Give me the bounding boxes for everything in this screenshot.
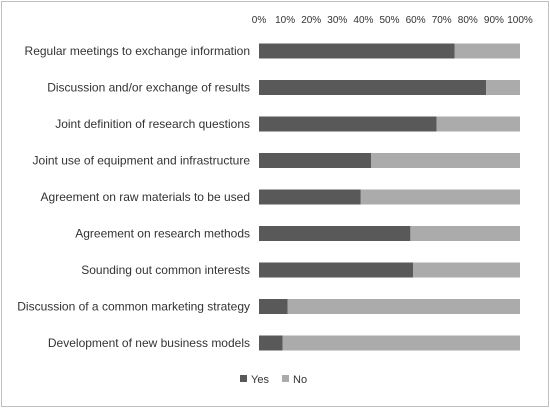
bar-yes bbox=[259, 189, 361, 205]
x-tick-label: 40% bbox=[353, 15, 373, 26]
category-label: Joint use of equipment and infrastructur… bbox=[33, 154, 251, 168]
bar-no bbox=[287, 299, 520, 314]
bar-no bbox=[436, 116, 520, 132]
category-axis: Regular meetings to exchange information… bbox=[17, 44, 250, 350]
x-tick-label: 90% bbox=[484, 15, 504, 26]
category-label: Joint definition of research questions bbox=[55, 117, 250, 131]
bar-no bbox=[371, 153, 520, 168]
legend: Yes No bbox=[240, 374, 307, 386]
category-label: Agreement on research methods bbox=[75, 227, 250, 241]
category-label: Agreement on raw materials to be used bbox=[41, 190, 250, 204]
bar-no bbox=[360, 189, 520, 205]
bar-yes bbox=[259, 335, 283, 351]
x-tick-label: 0% bbox=[252, 15, 267, 26]
bar-no bbox=[412, 262, 520, 278]
legend-swatch-no bbox=[282, 375, 289, 382]
bar-no bbox=[410, 226, 520, 241]
bar-no bbox=[486, 80, 520, 95]
stacked-bar-chart: 0% 10% 20% 30% 40% 50% 60% 70% 80% 90% 100% Regula… bbox=[17, 15, 533, 386]
bar-yes bbox=[259, 262, 413, 278]
category-label: Sounding out common interests bbox=[81, 263, 250, 277]
bar-yes bbox=[259, 116, 437, 132]
bar-no bbox=[282, 335, 520, 351]
category-label: Development of new business models bbox=[48, 336, 250, 350]
x-tick-label: 50% bbox=[379, 15, 399, 26]
bar-yes bbox=[259, 226, 411, 241]
bar-yes bbox=[259, 80, 487, 95]
category-label: Discussion and/or exchange of results bbox=[47, 81, 250, 95]
legend-swatch-yes bbox=[240, 375, 247, 382]
bar-yes bbox=[259, 43, 455, 59]
category-label: Discussion of a common marketing strateg… bbox=[17, 300, 250, 314]
bars bbox=[259, 43, 520, 351]
x-tick-label: 70% bbox=[432, 15, 452, 26]
x-tick-label: 60% bbox=[406, 15, 426, 26]
x-axis: 0% 10% 20% 30% 40% 50% 60% 70% 80% 90% 100% bbox=[252, 15, 533, 26]
legend-label-yes: Yes bbox=[251, 374, 269, 386]
bar-yes bbox=[259, 153, 372, 168]
legend-label-no: No bbox=[293, 374, 307, 386]
x-tick-label: 30% bbox=[327, 15, 347, 26]
bar-yes bbox=[259, 299, 288, 314]
category-label: Regular meetings to exchange information bbox=[25, 44, 250, 58]
x-tick-label: 80% bbox=[458, 15, 478, 26]
x-tick-label: 100% bbox=[507, 15, 533, 26]
x-tick-label: 20% bbox=[301, 15, 321, 26]
bar-no bbox=[454, 43, 520, 59]
x-tick-label: 10% bbox=[275, 15, 295, 26]
